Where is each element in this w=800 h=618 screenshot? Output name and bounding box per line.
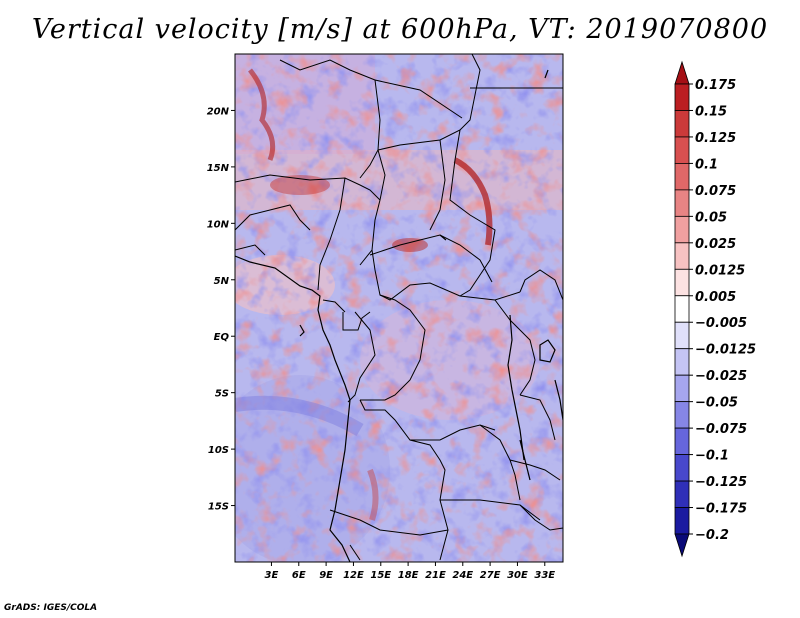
colorbar-swatch — [674, 454, 690, 482]
colorbar-swatch — [674, 268, 690, 297]
colorbar-max-arrow — [674, 60, 690, 85]
colorbar-label: −0.1 — [695, 449, 729, 464]
lat-tick-label: 15N — [207, 163, 230, 174]
colorbar-swatch — [674, 215, 690, 244]
colorbar-label: −0.05 — [695, 396, 738, 411]
map-frame — [234, 53, 564, 563]
colorbar-label: −0.175 — [695, 502, 747, 517]
colorbar-swatch — [674, 427, 690, 455]
lat-tick-label: 20N — [207, 106, 230, 117]
lon-tick-label: 12E — [343, 570, 364, 581]
colorbar-swatch — [674, 242, 690, 270]
lat-tick-label: 5S — [215, 389, 229, 400]
colorbar-swatch — [674, 110, 690, 138]
angola-updraft-band — [367, 468, 379, 521]
lon-tick-label: 33E — [534, 570, 555, 581]
lat-tick-label: 5N — [214, 276, 230, 287]
colorbar-swatch — [674, 480, 690, 508]
colorbar-label: −0.075 — [695, 422, 747, 437]
colorbar-min-arrow — [674, 533, 690, 558]
colorbar-swatch — [674, 136, 690, 164]
colorbar-label: −0.125 — [695, 475, 747, 490]
colorbar-swatch — [674, 295, 690, 323]
map-plot-area — [235, 54, 563, 562]
country-boundaries — [235, 54, 563, 561]
colorbar-label: 0.1 — [695, 157, 718, 172]
colorbar-label: −0.2 — [695, 528, 729, 543]
colorbar-swatch — [674, 374, 690, 403]
lat-tick-label: 10N — [207, 219, 230, 230]
lon-tick-label: 15E — [370, 570, 391, 581]
colorbar-swatch — [674, 321, 690, 350]
longitude-axis: 3E 6E 9E 12E 15E 18E 21E 24E 27E 30E 33E — [265, 562, 555, 581]
lon-tick-label: 27E — [480, 570, 501, 581]
central-updraft-cell — [392, 238, 428, 252]
sudan-updraft-band — [453, 157, 493, 246]
colorbar-label: 0.05 — [695, 210, 727, 225]
colorbar-swatch — [674, 163, 690, 191]
colorbar-label: 0.175 — [695, 78, 736, 93]
colorbar-swatch — [674, 507, 690, 535]
lon-tick-label: 30E — [507, 570, 528, 581]
colorbar-label: 0.125 — [695, 131, 736, 146]
colorbar-label: −0.025 — [695, 369, 747, 384]
colorbar: 0.175 0.15 0.125 0.1 0.075 0.05 0.025 0.0125 0.0… — [674, 60, 756, 558]
colorbar-label: 0.15 — [695, 104, 727, 119]
coastlines-lakes — [235, 69, 563, 562]
lon-tick-label: 21E — [425, 570, 446, 581]
colorbar-swatch — [674, 348, 690, 376]
sahel-updraft-cell — [270, 175, 330, 195]
colorbar-swatch — [674, 189, 690, 217]
colorbar-label: −0.0125 — [695, 343, 756, 358]
lon-tick-label: 24E — [452, 570, 473, 581]
northwest-updraft-band — [248, 68, 276, 161]
lon-tick-label: 9E — [319, 570, 333, 581]
coastal-downdraft-band — [235, 395, 364, 437]
lon-tick-label: 3E — [265, 570, 279, 581]
lon-tick-label: 18E — [398, 570, 419, 581]
colorbar-swatch — [674, 83, 690, 111]
latitude-axis: 20N 15N 10N 5N EQ 5S 10S 15S — [207, 106, 235, 513]
footer-credit: GrADS: IGES/COLA — [4, 603, 98, 613]
lat-tick-label: 10S — [208, 445, 229, 456]
map-title: Vertical velocity [m/s] at 600hPa, VT: 2… — [31, 14, 769, 45]
colorbar-label: −0.005 — [695, 316, 747, 331]
lon-tick-label: 6E — [292, 570, 306, 581]
colorbar-label: 0.005 — [695, 290, 736, 305]
colorbar-label: 0.0125 — [695, 263, 745, 278]
colorbar-label: 0.025 — [695, 237, 736, 252]
lat-tick-label: 15S — [208, 502, 229, 513]
lat-tick-label: EQ — [214, 332, 230, 343]
colorbar-label: 0.075 — [695, 184, 736, 199]
colorbar-swatch — [674, 401, 690, 429]
